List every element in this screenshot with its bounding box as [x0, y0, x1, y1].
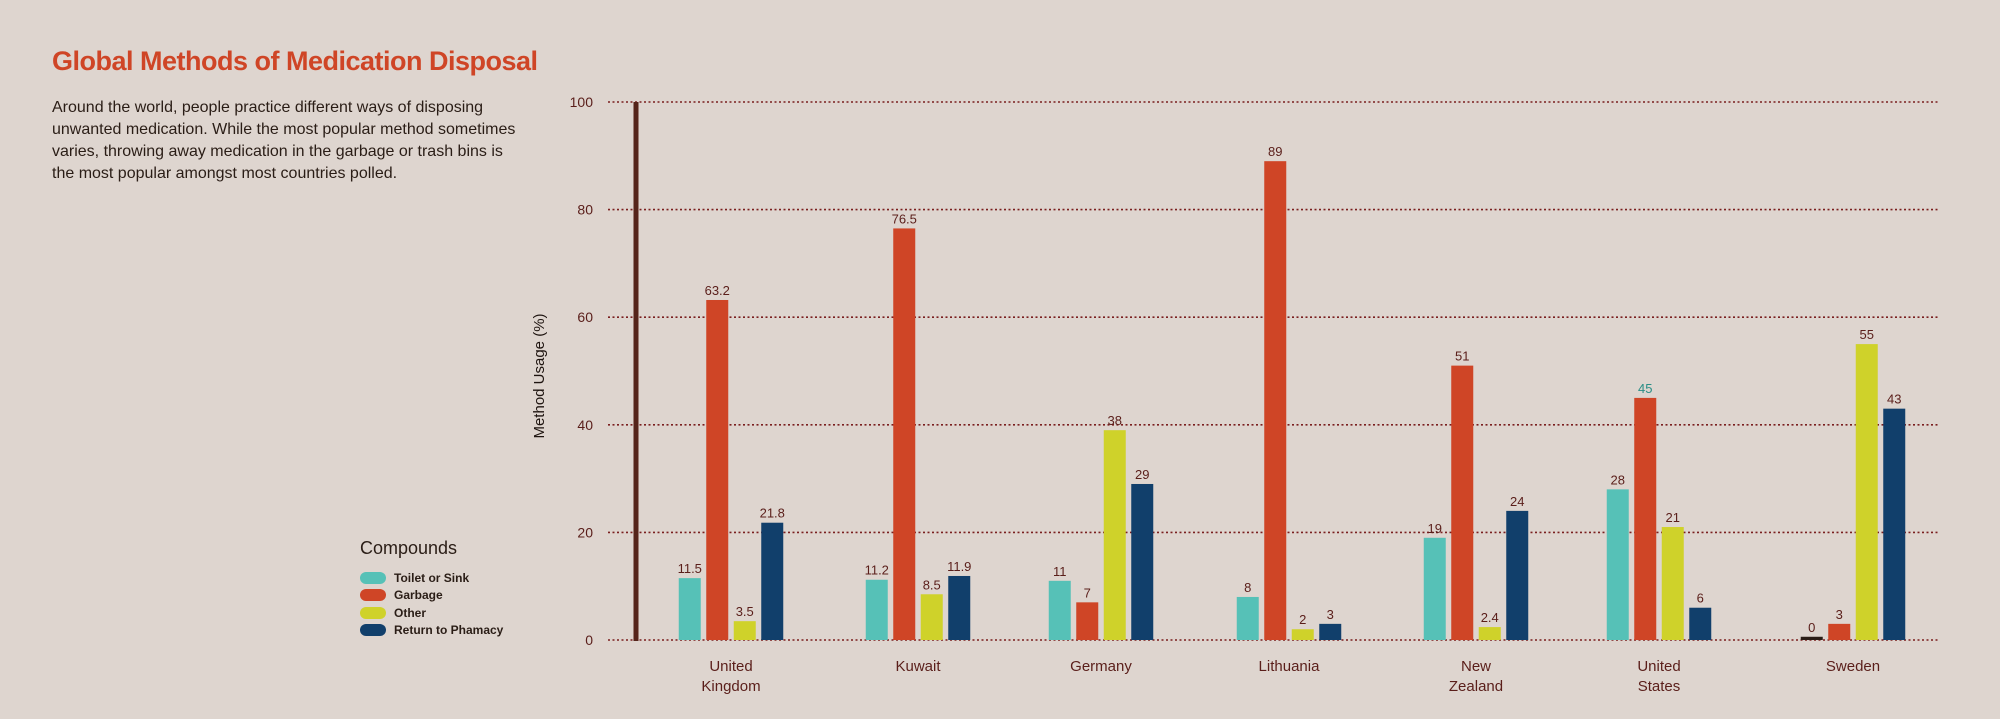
- data-label-0-0: 11.5: [678, 561, 702, 576]
- data-label-3-4: 24: [1510, 494, 1524, 509]
- bar-0-5: [1606, 489, 1629, 640]
- data-label-2-1: 8.5: [923, 577, 941, 592]
- x-tick-label-4-0: New: [1461, 658, 1491, 675]
- y-tick-label-40: 40: [577, 417, 593, 433]
- data-label-2-0: 3.5: [736, 604, 754, 619]
- legend-item-toilet-or-sink: Toilet or Sink: [360, 569, 503, 587]
- data-label-0-4: 19: [1428, 521, 1442, 536]
- x-tick-label-1-0: Kuwait: [895, 658, 941, 675]
- bar-2-2: [1103, 430, 1126, 640]
- data-label-0-3: 8: [1244, 580, 1251, 595]
- data-label-1-3: 89: [1268, 144, 1282, 159]
- y-tick-label-80: 80: [577, 202, 593, 218]
- y-tick-label-0: 0: [585, 632, 593, 648]
- bar-3-2: [1131, 483, 1154, 640]
- data-label-0-1: 11.2: [865, 563, 889, 578]
- bar-3-4: [1506, 510, 1529, 640]
- legend-swatch-other: [360, 606, 386, 619]
- bar-1-0: [706, 299, 729, 640]
- bar-3-3: [1319, 623, 1342, 640]
- data-label-0-6: 0: [1808, 620, 1815, 635]
- y-tick-label-20: 20: [577, 524, 593, 540]
- data-label-1-5: 45: [1638, 381, 1652, 396]
- bar-2-1: [920, 594, 943, 640]
- bar-0-0: [678, 578, 701, 640]
- data-label-3-1: 11.9: [947, 559, 971, 574]
- legend-label-garbage: Garbage: [394, 588, 443, 603]
- x-tick-label-6-0: Sweden: [1826, 658, 1880, 675]
- data-label-3-2: 29: [1135, 467, 1149, 482]
- bar-0-6: [1800, 636, 1823, 640]
- x-tick-label-0-0: United: [709, 658, 752, 675]
- data-label-3-3: 3: [1327, 607, 1334, 622]
- legend-title: Compounds: [360, 538, 458, 558]
- legend: Compounds Toilet or Sink Garbage Other R…: [360, 538, 503, 639]
- bar-1-3: [1264, 161, 1287, 640]
- legend-label-return-to-phamacy: Return to Phamacy: [394, 623, 504, 638]
- page-description: Around the world, people practice differ…: [52, 99, 516, 182]
- bar-2-5: [1661, 527, 1684, 640]
- x-tick-label-0-1: Kingdom: [701, 678, 760, 695]
- data-label-0-2: 11: [1053, 564, 1067, 579]
- legend-label-other: Other: [394, 605, 427, 620]
- bar-1-2: [1076, 602, 1099, 640]
- data-label-2-5: 21: [1666, 510, 1680, 525]
- data-label-1-2: 7: [1084, 585, 1091, 600]
- bar-2-4: [1478, 627, 1501, 640]
- data-label-3-6: 43: [1887, 392, 1901, 407]
- bar-0-1: [865, 579, 888, 640]
- bar-1-1: [893, 228, 916, 640]
- data-label-3-0: 21.8: [760, 506, 785, 521]
- bar-1-6: [1828, 623, 1851, 640]
- data-label-1-6: 3: [1836, 607, 1843, 622]
- legend-swatch-garbage: [360, 589, 386, 602]
- data-label-1-1: 76.5: [892, 211, 917, 226]
- data-label-0-5: 28: [1611, 472, 1625, 487]
- bar-3-6: [1883, 408, 1906, 640]
- legend-swatch-return-to-phamacy: [360, 624, 386, 637]
- bar-2-6: [1855, 344, 1878, 640]
- data-label-2-4: 2.4: [1481, 610, 1499, 625]
- x-tick-label-3-0: Lithuania: [1259, 658, 1321, 675]
- data-label-2-6: 55: [1860, 327, 1874, 342]
- bar-3-1: [948, 575, 971, 640]
- data-label-1-0: 63.2: [705, 283, 730, 298]
- y-tick-label-100: 100: [570, 94, 594, 110]
- legend-item-return-to-phamacy: Return to Phamacy: [360, 622, 503, 640]
- y-axis-label: Method Usage (%): [531, 313, 548, 438]
- bar-3-0: [761, 522, 784, 640]
- bar-0-3: [1236, 596, 1259, 640]
- x-tick-label-4-1: Zealand: [1449, 678, 1503, 695]
- x-tick-label-2-0: Germany: [1070, 658, 1132, 675]
- x-tick-label-5-0: United: [1637, 658, 1680, 675]
- bar-3-5: [1689, 607, 1712, 640]
- legend-item-garbage: Garbage: [360, 587, 503, 605]
- x-tick-label-5-1: States: [1638, 678, 1681, 695]
- legend-swatch-toilet-or-sink: [360, 571, 386, 584]
- data-label-2-3: 2: [1299, 612, 1306, 627]
- legend-item-other: Other: [360, 604, 503, 622]
- legend-label-toilet-or-sink: Toilet or Sink: [394, 570, 470, 585]
- bar-1-4: [1451, 365, 1474, 640]
- bar-0-2: [1048, 580, 1071, 640]
- data-label-2-2: 38: [1108, 413, 1122, 428]
- bar-2-3: [1291, 629, 1314, 640]
- y-tick-label-60: 60: [577, 309, 593, 325]
- bar-1-5: [1634, 397, 1657, 640]
- data-label-3-5: 6: [1697, 591, 1704, 606]
- bar-0-4: [1423, 537, 1446, 640]
- page-title: Global Methods of Medication Disposal: [52, 46, 538, 76]
- bar-2-0: [733, 621, 756, 640]
- data-label-1-4: 51: [1455, 349, 1469, 364]
